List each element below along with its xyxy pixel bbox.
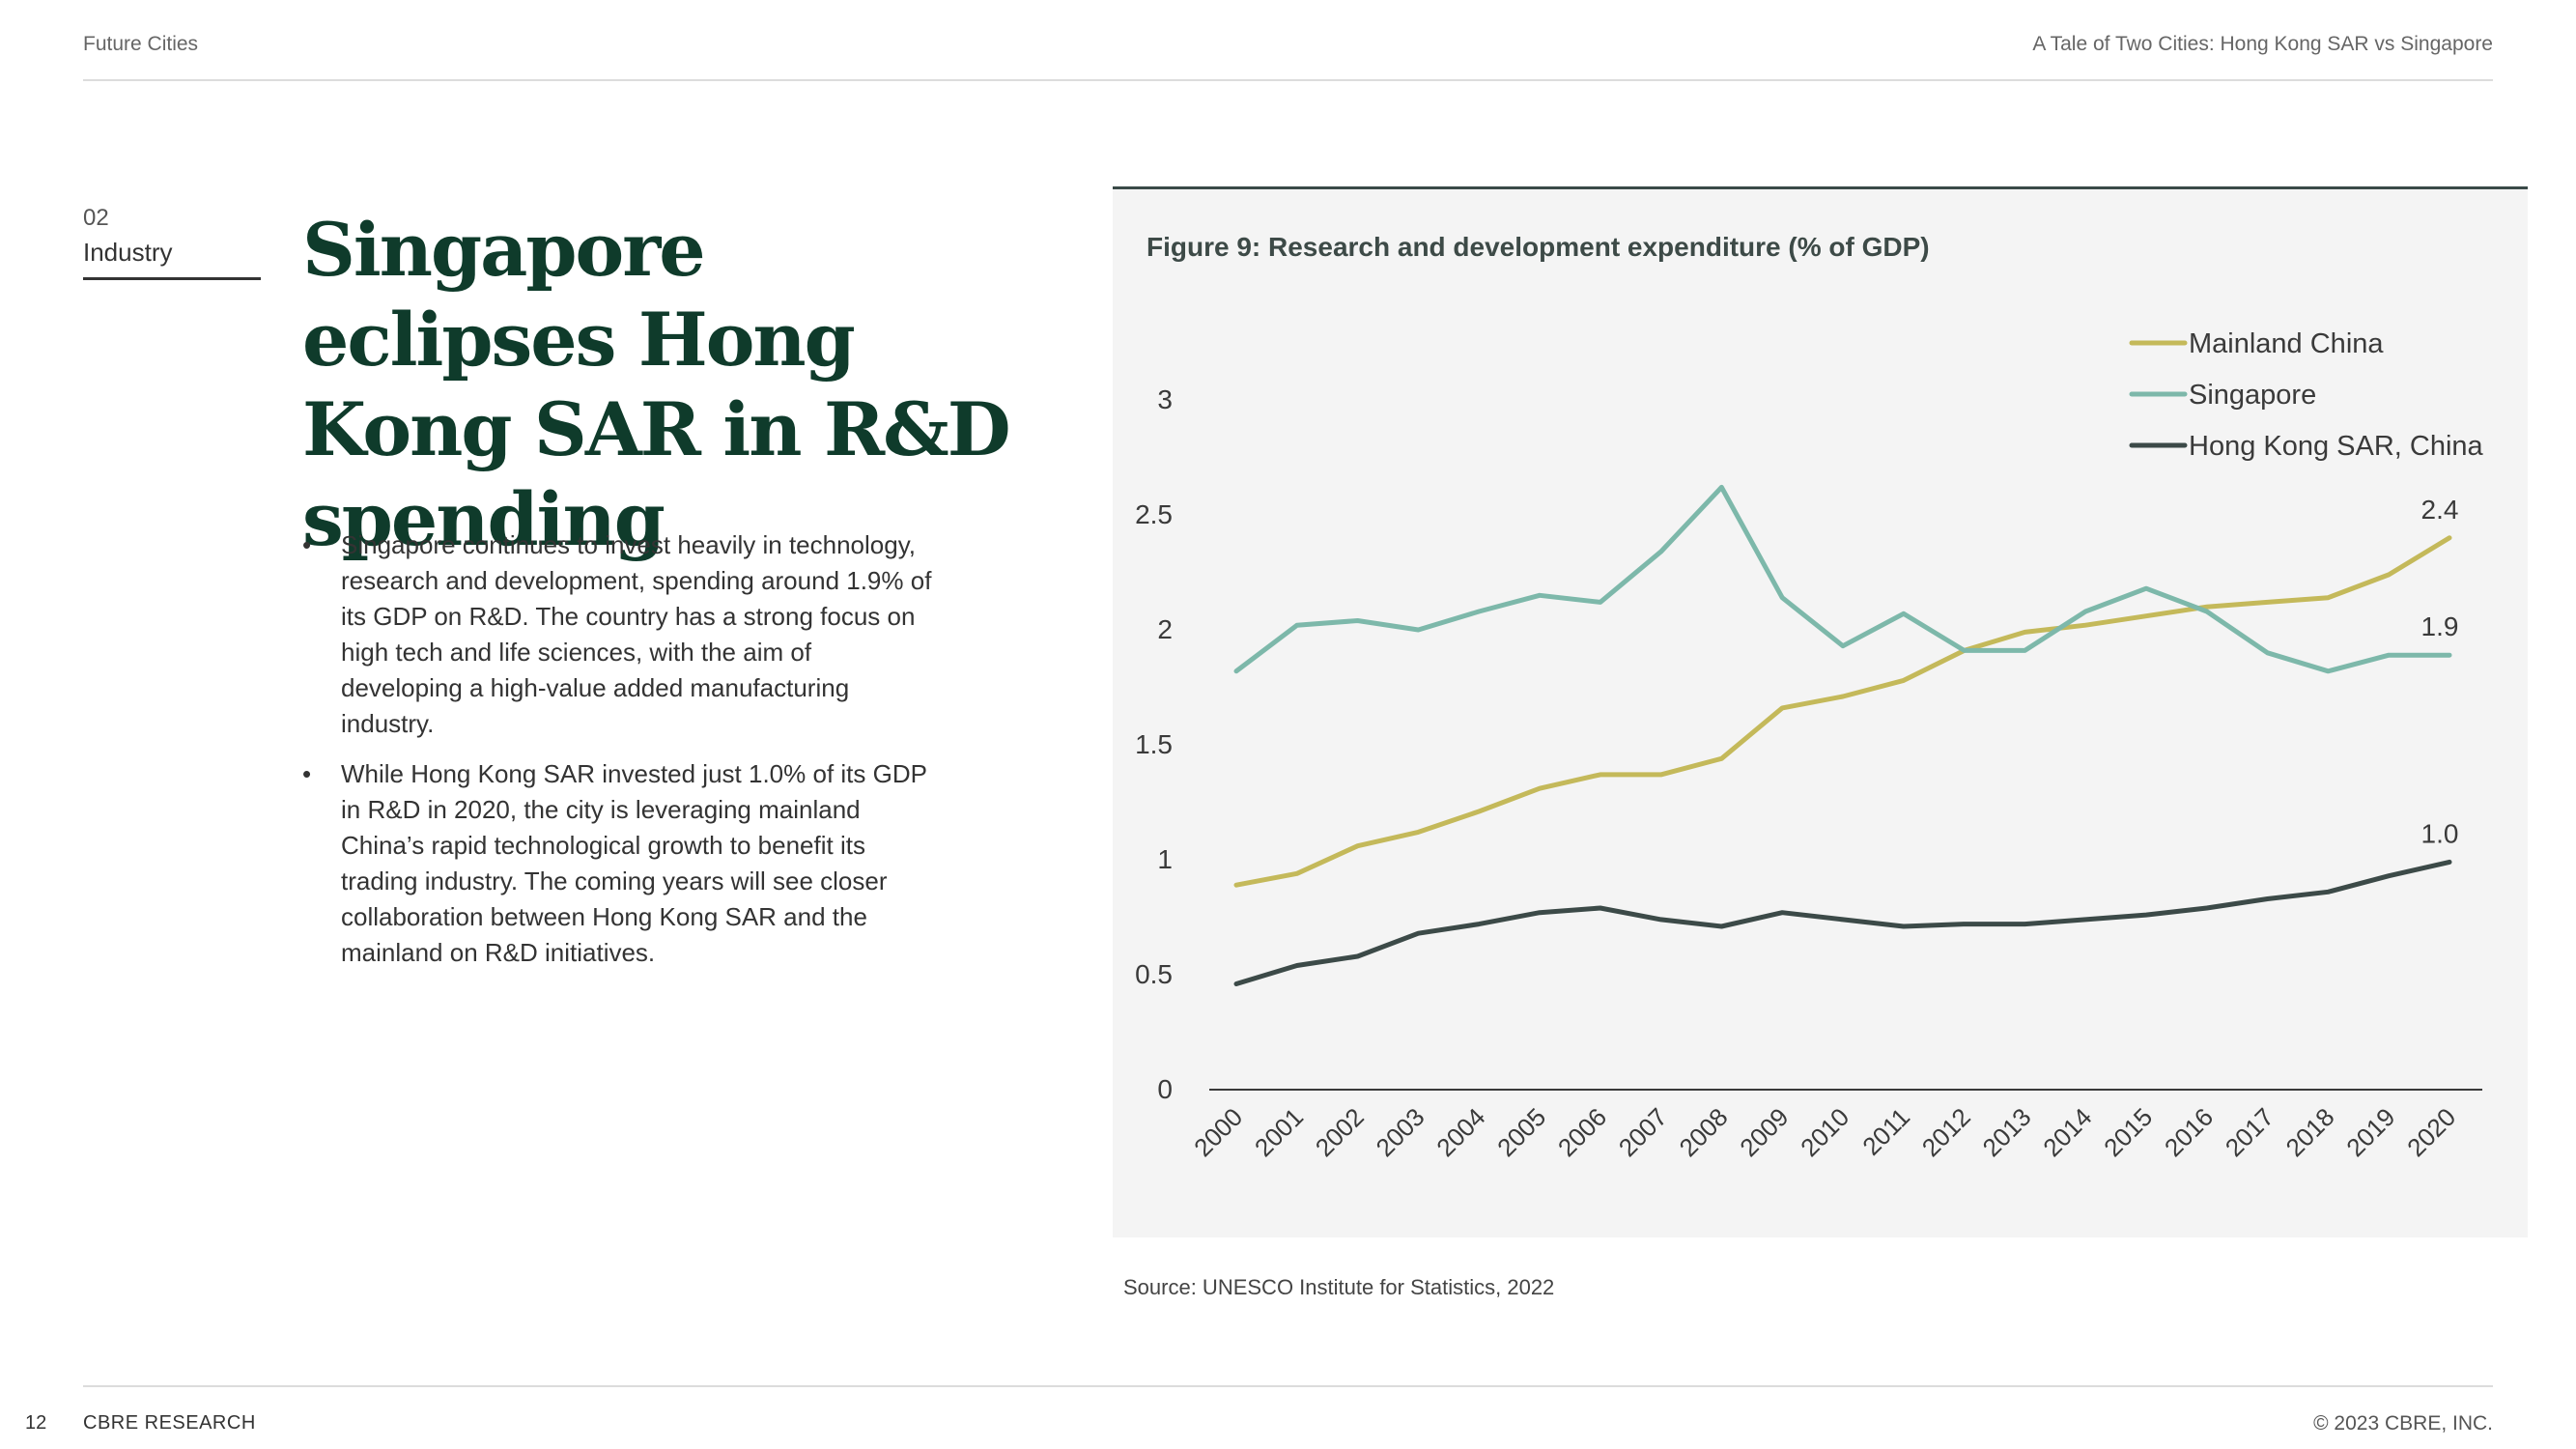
y-tick-label: 2.5 — [1135, 499, 1173, 529]
bullet-item: • While Hong Kong SAR invested just 1.0%… — [302, 756, 940, 971]
header-divider — [83, 79, 2493, 81]
x-tick-label: 2007 — [1613, 1102, 1673, 1162]
y-tick-label: 0.5 — [1135, 959, 1173, 989]
bullet-dot: • — [302, 530, 312, 559]
footer-brand: CBRE RESEARCH — [83, 1412, 256, 1434]
series-lines — [1233, 484, 2452, 986]
header-document-title: A Tale of Two Cities: Hong Kong SAR vs S… — [2032, 33, 2493, 55]
x-tick-label: 2010 — [1795, 1102, 1854, 1162]
x-tick-label: 2019 — [2340, 1102, 2400, 1162]
legend-label: Singapore — [2189, 380, 2316, 411]
x-tick-label: 2004 — [1430, 1102, 1490, 1162]
x-axis-ticks: 2000 2001 2002 2003 2004 2005 2006 2007 2008 2009… — [1188, 1102, 2461, 1162]
series-line — [1233, 535, 2452, 888]
y-tick-label: 0 — [1157, 1074, 1173, 1104]
x-tick-label: 2020 — [2401, 1102, 2461, 1162]
legend-label: Hong Kong SAR, China — [2189, 431, 2484, 462]
figure-panel — [1113, 189, 2528, 1237]
footer-divider — [83, 1385, 2493, 1387]
figure-top-rule — [1113, 186, 2528, 191]
series-end-label: 1.0 — [2421, 818, 2459, 848]
series-end-labels: 2.4 1.9 1.0 — [2421, 495, 2459, 849]
header-section-name: Future Cities — [83, 33, 199, 55]
bullet-text: Singapore continues to invest heavily in… — [341, 530, 932, 738]
x-tick-label: 2017 — [2220, 1102, 2279, 1162]
series-line — [1233, 859, 2452, 986]
x-tick-label: 2015 — [2098, 1102, 2158, 1162]
x-tick-label: 2012 — [1916, 1102, 1976, 1162]
y-tick-label: 1 — [1157, 844, 1173, 874]
x-tick-label: 2008 — [1674, 1102, 1734, 1162]
legend-label: Mainland China — [2189, 328, 2384, 359]
series-end-label: 2.4 — [2421, 495, 2459, 525]
page-title: Singapore eclipses Hong Kong SAR in R&D … — [302, 207, 1011, 562]
bullet-item: • Singapore continues to invest heavily … — [302, 527, 940, 742]
series-line — [1233, 484, 2452, 674]
bullet-list: • Singapore continues to invest heavily … — [302, 527, 940, 985]
x-tick-label: 2011 — [1856, 1102, 1915, 1161]
x-tick-label: 2003 — [1371, 1102, 1430, 1162]
series-end-label: 1.9 — [2421, 611, 2459, 641]
footer-copyright: © 2023 CBRE, INC. — [2313, 1412, 2493, 1435]
x-tick-label: 2016 — [2159, 1102, 2219, 1162]
x-tick-label: 2006 — [1552, 1102, 1612, 1162]
section-name: Industry — [83, 238, 173, 267]
x-tick-label: 2014 — [2037, 1102, 2097, 1162]
line-chart: 00.511.522.53 2000 2001 2002 2003 2004 2005 20… — [1135, 328, 2484, 1162]
x-tick-label: 2002 — [1310, 1102, 1370, 1162]
x-tick-label: 2013 — [1977, 1102, 2037, 1162]
bullet-text: While Hong Kong SAR invested just 1.0% o… — [341, 759, 927, 967]
y-tick-label: 2 — [1157, 614, 1173, 644]
x-tick-label: 2005 — [1491, 1102, 1551, 1162]
section-number: 02 — [83, 205, 109, 231]
y-tick-label: 1.5 — [1135, 729, 1173, 759]
figure-title: Figure 9: Research and development expen… — [1146, 232, 1930, 262]
x-tick-label: 2009 — [1734, 1102, 1794, 1162]
figure-source: Source: UNESCO Institute for Statistics,… — [1123, 1275, 1555, 1299]
x-tick-label: 2001 — [1249, 1102, 1309, 1162]
section-underline — [83, 277, 261, 280]
y-axis-ticks: 0 0.5 1 1.5 2 2.5 3 — [1135, 384, 1173, 1104]
y-tick-label: 3 — [1157, 384, 1173, 414]
chart-legend: Mainland China Singapore Hong Kong SAR, Ch… — [2129, 328, 2484, 462]
x-tick-label: 2000 — [1188, 1102, 1248, 1162]
x-tick-label: 2018 — [2280, 1102, 2340, 1162]
bullet-dot: • — [302, 759, 312, 788]
page-number: 12 — [25, 1412, 47, 1434]
